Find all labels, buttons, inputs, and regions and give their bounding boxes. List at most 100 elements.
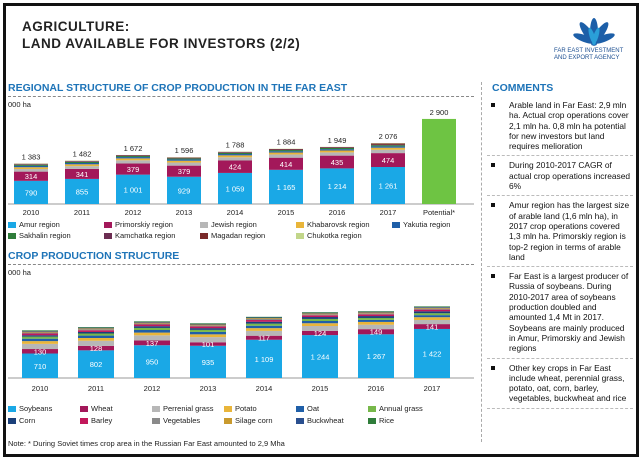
legend-item: Potato [224, 404, 257, 413]
chart2-bar-segment [358, 313, 394, 315]
comments-list: Arable land in Far East: 2,9 mln ha. Act… [487, 100, 633, 413]
chart2-bar-segment [302, 326, 338, 331]
legend-item: Chukotka region [296, 231, 362, 240]
legend-item: Khabarovsk region [296, 220, 370, 229]
chart2-bar-segment [358, 329, 394, 335]
chart1-bar-segment [65, 178, 99, 204]
chart2-bar-segment [246, 319, 282, 321]
chart2-bar-segment [414, 328, 450, 378]
legend-item: Magadan region [200, 231, 265, 240]
chart2-bar-segment [190, 328, 226, 330]
chart2-bar-segment [134, 323, 170, 325]
chart1-bar-segment [269, 157, 303, 170]
chart2-bar-segment [302, 318, 338, 321]
chart2-data-label: 935 [202, 358, 215, 367]
legend-swatch [200, 221, 208, 228]
chart2-bar-segment [78, 340, 114, 346]
legend-label: Silage corn [235, 416, 273, 425]
legend-label: Rice [379, 416, 395, 425]
legend-swatch [8, 417, 16, 424]
comment-item: Far East is a largest producer of Russia… [487, 271, 633, 359]
legend-item: Jewish region [200, 220, 257, 229]
legend-item: Oat [296, 404, 319, 413]
chart2-bar-segment [414, 324, 450, 329]
chart1-data-label: 379 [178, 167, 191, 176]
legend-item: Amur region [8, 220, 60, 229]
legend-swatch [368, 417, 376, 424]
legend-label: Potato [235, 404, 257, 413]
legend-swatch [152, 417, 160, 424]
chart2-data-label: 141 [426, 323, 439, 332]
chart1-bar-segment [218, 157, 252, 161]
legend-swatch [104, 232, 112, 239]
chart1-category-label: 2015 [278, 208, 295, 217]
chart1-bar-segment [320, 149, 354, 151]
chart2-bar-segment [22, 331, 58, 333]
chart2-bar-segment [22, 343, 58, 350]
chart1-bar-segment [371, 144, 405, 146]
legend-swatch [8, 221, 16, 228]
chart1-bar-segment [116, 174, 150, 204]
legend-item: Barley [80, 416, 112, 425]
chart2-bar-segment [414, 317, 450, 320]
chart1-bar-segment [218, 152, 252, 153]
chart2-bar-segment [358, 316, 394, 318]
chart1-bar-segment [167, 162, 201, 166]
chart1-bar-segment [167, 159, 201, 161]
chart2-legend: Soybeans Wheat Perrenial grass Potato Oat Ann… [8, 404, 478, 434]
chart2-data-label: 137 [146, 339, 159, 348]
legend-label: Magadan region [211, 231, 266, 240]
chart1-total-label: 1 383 [22, 152, 41, 161]
chart2-data-label: 1 422 [423, 349, 442, 358]
chart2-bar-segment [134, 322, 170, 324]
chart2-bar-segment [246, 320, 282, 322]
chart2-bar-segment [358, 324, 394, 330]
comment-item: Amur region has the largest size of arab… [487, 200, 633, 268]
chart2-bar-segment [134, 321, 170, 322]
chart1-total-label: 1 482 [73, 150, 92, 159]
legend-item: Vegetables [152, 416, 200, 425]
comment-item: During 2010-2017 CAGR of actual crop ope… [487, 160, 633, 197]
legend-label: Amur region [19, 220, 60, 229]
chart2-bar-segment [358, 311, 394, 313]
chart1-data-label: 474 [382, 156, 395, 165]
chart1-total-label: 2 900 [430, 108, 449, 117]
chart2-bar-segment [358, 317, 394, 320]
chart2-bar-segment [246, 325, 282, 329]
chart2-category-label: 2017 [424, 384, 441, 393]
chart2-bar-segment [358, 319, 394, 322]
chart1-data-label: 314 [25, 172, 38, 181]
chart1-bar-segment [371, 153, 405, 168]
comment-item: Other key crops in Far East include whea… [487, 363, 633, 409]
legend-label: Primorskiy region [115, 220, 173, 229]
chart1-bar-segment [269, 152, 303, 155]
chart2-bar-segment [78, 330, 114, 332]
chart1-bar-segment [218, 152, 252, 155]
legend-swatch [200, 232, 208, 239]
chart2-bar-segment [22, 341, 58, 344]
chart2-category-label: 2016 [368, 384, 385, 393]
chart2-bar-segment [414, 307, 450, 308]
chart1-bar-segment [371, 145, 405, 147]
chart2-bar-segment [78, 333, 114, 336]
chart1-bar-segment [371, 149, 405, 154]
chart1-data-label: 1 165 [277, 183, 296, 192]
chart1-category-label: 2012 [125, 208, 142, 217]
chart1-category-label: 2016 [329, 208, 346, 217]
chart2-bar-segment [190, 323, 226, 324]
chart2-data-label: 128 [90, 344, 103, 353]
chart2-data-label: 101 [202, 340, 215, 349]
chart2-bar-segment [78, 327, 114, 329]
chart1-unit: 000 ha [8, 100, 31, 109]
chart2-bar-segment [246, 316, 282, 318]
chart1-bar-segment [371, 143, 405, 145]
chart1-bar-segment [320, 147, 354, 149]
chart2-bar-segment [190, 345, 226, 378]
chart1-bar-segment [371, 146, 405, 148]
chart1-bar-segment [269, 150, 303, 152]
chart1-bar-segment [116, 155, 150, 157]
chart2-bar-segment [22, 349, 58, 354]
chart2-bar-segment [302, 314, 338, 316]
chart2-unit: 000 ha [8, 268, 31, 277]
chart1-total-label: 1 884 [277, 138, 296, 147]
